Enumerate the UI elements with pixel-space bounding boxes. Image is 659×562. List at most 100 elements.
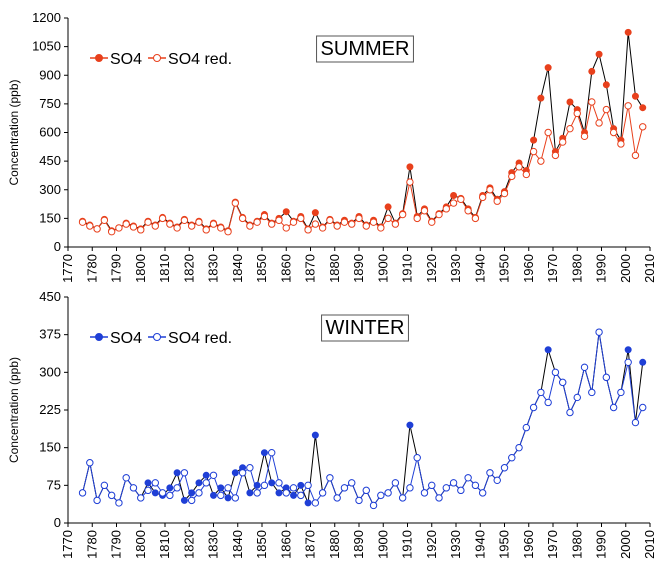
point [464, 474, 472, 482]
x-tick-label: 1800 [133, 254, 148, 283]
point [166, 491, 174, 500]
point [78, 489, 87, 497]
point [333, 494, 341, 502]
point [617, 140, 625, 148]
point [369, 501, 378, 510]
x-tick-label: 1830 [206, 530, 221, 559]
x-tick-label: 1920 [424, 530, 439, 559]
point [384, 489, 392, 497]
point [355, 496, 363, 505]
point [588, 67, 596, 75]
point [617, 388, 625, 397]
point [391, 220, 400, 228]
x-tick-label: 1890 [351, 254, 366, 283]
point [289, 218, 298, 226]
point [398, 210, 407, 219]
point [100, 481, 109, 490]
point [78, 218, 87, 226]
y-tick-label: 150 [39, 440, 61, 455]
point [500, 464, 509, 472]
point [151, 222, 160, 230]
point [566, 98, 574, 106]
x-tick-label: 1870 [303, 530, 318, 559]
point [573, 393, 581, 402]
point [137, 494, 145, 502]
legend-label: SO4 red. [168, 51, 232, 68]
point [144, 486, 152, 495]
point [595, 328, 603, 336]
point [573, 109, 581, 118]
point [508, 454, 516, 462]
point [195, 479, 203, 487]
point [580, 363, 589, 372]
point [173, 484, 181, 492]
point [522, 170, 531, 179]
point [195, 218, 203, 226]
x-tick-label: 1840 [230, 254, 245, 283]
x-tick-label: 1880 [327, 254, 342, 283]
point [406, 163, 414, 171]
x-tick-label: 1860 [278, 530, 293, 559]
point [224, 228, 232, 236]
point [86, 459, 94, 467]
x-tick-label: 1780 [84, 254, 99, 283]
y-tick-label: 1050 [32, 39, 61, 54]
chart-title: SUMMER [321, 38, 410, 60]
point [457, 486, 465, 495]
point [384, 214, 392, 223]
point [268, 220, 276, 228]
y-tick-label: 75 [47, 477, 61, 492]
x-tick-label: 1780 [84, 530, 99, 559]
x-tick-label: 1770 [60, 254, 75, 283]
point [231, 199, 240, 207]
point [529, 403, 538, 412]
point [384, 203, 392, 211]
point [100, 216, 109, 224]
point [202, 471, 210, 479]
point [391, 479, 400, 487]
point [246, 489, 254, 497]
point [304, 481, 312, 490]
point [166, 484, 174, 492]
x-tick-label: 1810 [157, 254, 172, 283]
x-tick-label: 1860 [278, 254, 293, 283]
point [290, 491, 298, 499]
x-tick-label: 1830 [206, 254, 221, 283]
point [86, 222, 94, 230]
point [326, 474, 334, 482]
point [282, 208, 290, 216]
point [260, 212, 269, 221]
point [624, 102, 632, 110]
point [158, 489, 167, 497]
point [609, 128, 618, 137]
point [326, 216, 334, 224]
point [602, 105, 611, 114]
y-tick-label: 750 [39, 96, 61, 111]
point [464, 207, 472, 215]
x-tick-label: 1940 [472, 254, 487, 283]
point [486, 186, 494, 194]
point [187, 222, 196, 230]
point [188, 489, 196, 497]
point [551, 151, 560, 160]
point [115, 224, 123, 232]
x-tick-label: 1910 [400, 530, 415, 559]
point [428, 481, 436, 490]
y-tick-label: 150 [39, 210, 61, 225]
point [508, 172, 516, 181]
point [449, 479, 458, 487]
point [107, 491, 116, 500]
point [602, 373, 611, 382]
point [559, 138, 567, 146]
point [231, 494, 240, 502]
point [493, 476, 501, 485]
point [362, 486, 370, 495]
point [348, 479, 356, 487]
point [544, 64, 552, 72]
point [537, 94, 545, 102]
point [253, 481, 261, 489]
point [195, 489, 203, 497]
point [588, 388, 596, 397]
x-tick-label: 1790 [109, 254, 124, 283]
